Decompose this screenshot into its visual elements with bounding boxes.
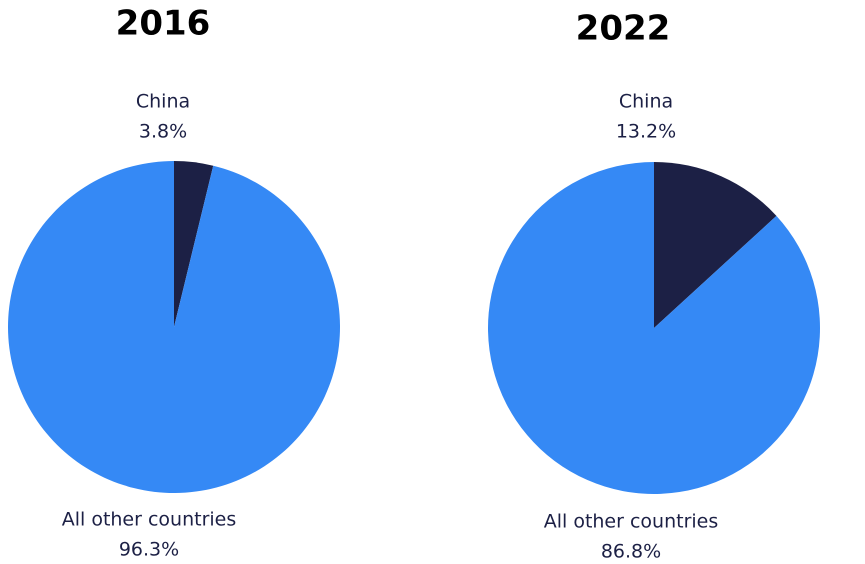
slice-label: China [136,91,190,113]
chart-title: 2016 [116,4,211,44]
slice-label: All other countries [62,509,237,531]
slice-value-label: 13.2% [616,121,676,143]
slice-label: All other countries [544,511,719,533]
pie-slice [8,161,341,493]
slice-value-label: 3.8% [139,121,187,143]
slice-label: China [619,91,673,113]
chart-title: 2022 [576,9,671,49]
pie-slice [174,161,214,327]
slice-value-label: 86.8% [601,541,661,563]
slice-value-label: 96.3% [119,539,179,561]
pie-slice [487,162,820,495]
pie-slice [654,162,777,328]
